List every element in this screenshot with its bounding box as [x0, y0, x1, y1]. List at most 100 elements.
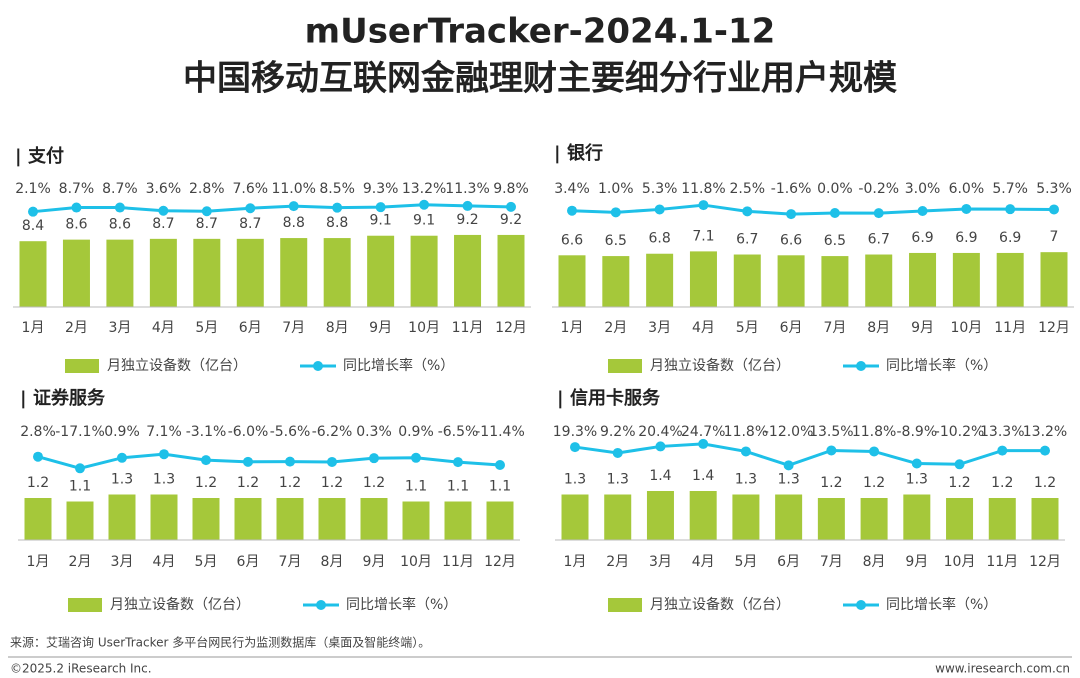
- legend-swatch: [65, 359, 99, 373]
- bar-label: 8.8: [283, 215, 305, 231]
- bar: [192, 498, 220, 540]
- growth-dot: [570, 442, 580, 453]
- bar-label: 1.1: [447, 479, 469, 495]
- growth-label: -6.2%: [312, 424, 353, 440]
- x-tick-label: 8月: [326, 320, 349, 336]
- x-tick-label: 4月: [153, 554, 176, 570]
- bar-label: 1.2: [321, 475, 343, 491]
- bar: [602, 256, 630, 307]
- bar-label: 6.9: [955, 230, 977, 246]
- bar-label: 6.8: [649, 231, 671, 247]
- x-tick-label: 11月: [986, 554, 1018, 570]
- bar-label: 8.6: [109, 217, 131, 233]
- bar-label: 8.6: [65, 217, 87, 233]
- bar: [1031, 498, 1059, 540]
- bar: [821, 256, 849, 307]
- bar: [865, 254, 893, 307]
- bar: [561, 494, 589, 540]
- website: www.iresearch.com.cn: [935, 662, 1070, 676]
- growth-label: 7.6%: [232, 181, 268, 197]
- growth-label: 9.3%: [363, 181, 399, 197]
- growth-label: -6.5%: [438, 424, 479, 440]
- growth-label: 20.4%: [638, 424, 682, 440]
- growth-dot: [158, 205, 169, 216]
- x-tick-label: 11月: [994, 320, 1026, 336]
- legend-swatch: [608, 359, 642, 373]
- growth-dot: [997, 445, 1008, 456]
- bar: [732, 494, 760, 540]
- x-tick-label: 3月: [649, 554, 672, 570]
- x-tick-label: 8月: [867, 320, 890, 336]
- growth-dot: [1040, 445, 1050, 456]
- growth-dot: [453, 457, 463, 468]
- growth-label: 19.3%: [553, 424, 597, 440]
- growth-label: -10.2%: [935, 424, 985, 440]
- growth-dot: [243, 456, 253, 467]
- bar: [360, 498, 388, 540]
- growth-label: 5.7%: [992, 181, 1028, 197]
- bar: [497, 234, 525, 307]
- bar-label: 8.7: [239, 216, 261, 232]
- legend-swatch: [68, 598, 102, 612]
- x-tick-label: 11月: [442, 554, 474, 570]
- growth-dot: [742, 206, 753, 217]
- growth-dot: [783, 460, 794, 471]
- growth-dot: [288, 201, 299, 212]
- x-tick-label: 9月: [905, 554, 928, 570]
- bar: [946, 498, 974, 540]
- x-tick-label: 11月: [452, 320, 484, 336]
- x-tick-label: 6月: [239, 320, 262, 336]
- panel-title-bar: |: [554, 143, 561, 164]
- legend-label: 月独立设备数（亿台）: [107, 357, 247, 374]
- bar-label: 1.3: [153, 472, 175, 488]
- growth-label: 0.9%: [398, 424, 434, 440]
- bar-label: 1.2: [863, 475, 885, 491]
- growth-dot: [114, 202, 125, 213]
- panel-title: 支付: [27, 145, 64, 167]
- x-tick-label: 10月: [944, 554, 976, 570]
- x-tick-label: 7月: [279, 554, 302, 570]
- x-tick-label: 6月: [780, 320, 803, 336]
- growth-label: 2.8%: [189, 181, 225, 197]
- x-tick-label: 9月: [369, 320, 392, 336]
- x-tick-label: 5月: [734, 554, 757, 570]
- bar-label: 1.3: [906, 472, 928, 488]
- growth-dot: [654, 204, 665, 215]
- bar: [988, 498, 1016, 540]
- growth-dot: [961, 203, 972, 214]
- legend-label: 同比增长率（%）: [886, 357, 997, 374]
- bar: [860, 498, 888, 540]
- x-tick-label: 12月: [1029, 554, 1061, 570]
- x-tick-label: 4月: [152, 320, 175, 336]
- growth-label: -6.0%: [228, 424, 269, 440]
- bar: [817, 498, 845, 540]
- growth-label: -3.1%: [186, 424, 227, 440]
- bar-label: 1.2: [820, 475, 842, 491]
- bar-label: 1.2: [1034, 475, 1056, 491]
- panel-title: 证券服务: [33, 387, 106, 409]
- growth-label: 2.8%: [20, 424, 56, 440]
- bar: [66, 501, 94, 540]
- growth-label: 2.1%: [15, 181, 51, 197]
- bar: [323, 238, 351, 307]
- growth-label: -1.6%: [771, 181, 812, 197]
- title-line-2: 中国移动互联网金融理财主要细分行业用户规模: [183, 59, 897, 99]
- bar: [689, 491, 717, 540]
- copyright: ©2025.2 iResearch Inc.: [10, 662, 152, 676]
- bar: [909, 252, 937, 307]
- bar-label: 6.9: [911, 230, 933, 246]
- growth-label: 3.6%: [146, 181, 182, 197]
- panel-title: 银行: [567, 142, 603, 164]
- bar-label: 8.7: [196, 216, 218, 232]
- growth-label: 0.9%: [104, 424, 140, 440]
- growth-label: 13.2%: [1023, 424, 1067, 440]
- growth-dot: [201, 206, 212, 217]
- bar: [775, 494, 803, 540]
- bar: [777, 255, 805, 307]
- bar: [19, 241, 47, 307]
- growth-label: 2.5%: [729, 181, 765, 197]
- legend-dot: [856, 600, 866, 610]
- bar: [1040, 252, 1068, 307]
- x-tick-label: 2月: [606, 554, 629, 570]
